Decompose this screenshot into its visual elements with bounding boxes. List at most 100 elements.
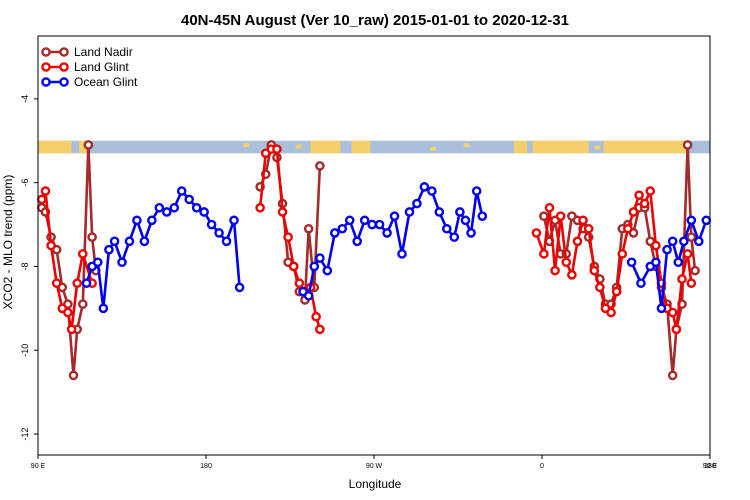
data-point [595, 282, 605, 293]
map-strip-land [603, 140, 677, 154]
x-tick-label: 90 W [366, 463, 383, 470]
data-point [539, 249, 549, 259]
data-point [567, 270, 577, 280]
y-tick-label: -4 [20, 95, 30, 103]
data-point [221, 236, 232, 247]
data-point [147, 215, 157, 226]
data-point [92, 257, 103, 268]
legend-label: Land Glint [74, 60, 129, 74]
data-point [81, 278, 92, 289]
data-point [117, 257, 127, 268]
data-point [315, 324, 325, 335]
data-point [359, 215, 370, 226]
data-point [645, 186, 656, 196]
data-point [667, 307, 678, 318]
data-point [303, 290, 314, 301]
data-point [617, 249, 628, 259]
data-point [66, 324, 77, 335]
data-point [667, 236, 678, 247]
data-point [389, 211, 400, 221]
data-point [701, 215, 712, 226]
data-point [315, 253, 325, 263]
data-point [682, 140, 693, 150]
plot-area [36, 35, 712, 456]
data-point [397, 249, 407, 259]
data-point [466, 228, 476, 238]
data-point [139, 236, 150, 247]
data-point [176, 186, 187, 196]
data-point [419, 182, 430, 192]
data-point [169, 202, 180, 213]
data-point [555, 211, 566, 221]
data-point [634, 190, 644, 201]
chart-title: 40N-45N August (Ver 10_raw) 2015-01-01 t… [181, 12, 569, 29]
data-point [352, 236, 363, 247]
series-layer [36, 140, 712, 381]
data-point [63, 307, 73, 318]
data-point [449, 232, 460, 242]
data-point [682, 249, 693, 259]
data-point [322, 265, 333, 276]
data-point [344, 215, 355, 226]
map-strip-land [79, 140, 87, 154]
data-point [572, 236, 583, 247]
map-strip-land [38, 140, 65, 154]
data-point [329, 228, 340, 238]
data-point [87, 232, 97, 242]
data-point [656, 303, 667, 314]
data-point [471, 186, 482, 196]
data-point [199, 207, 209, 217]
data-point [539, 211, 549, 221]
data-point [639, 198, 650, 209]
data-point [667, 370, 678, 381]
legend-marker [41, 47, 51, 57]
data-point [337, 223, 348, 234]
map-strip-land [676, 140, 686, 154]
legend-marker [59, 62, 69, 72]
y-axis: -12 -10 -8 -6 -4 [20, 95, 38, 441]
data-point [606, 307, 616, 318]
data-point [690, 265, 700, 276]
data-point [78, 249, 88, 259]
map-strip-land [310, 140, 341, 154]
data-point [315, 161, 325, 171]
map-strip-land [351, 140, 371, 154]
legend-marker [41, 62, 51, 72]
data-point [154, 202, 165, 213]
y-tick-label: -8 [20, 262, 30, 270]
data-point [671, 324, 682, 335]
data-point [367, 219, 377, 230]
map-strip-land [532, 140, 589, 154]
data-point [283, 232, 293, 242]
data-point [104, 244, 114, 255]
y-axis-label: XCO2 - MLO trend (ppm) [1, 175, 15, 310]
data-point [550, 265, 560, 276]
data-point [234, 282, 245, 293]
map-strip-land [463, 143, 470, 148]
map-strip-land [430, 147, 436, 151]
data-point [229, 215, 239, 226]
data-point [311, 311, 321, 322]
data-point [531, 228, 542, 238]
data-point [651, 240, 661, 251]
x-tick-label: 90 E [703, 463, 718, 470]
map-strip-land [64, 140, 72, 154]
data-point [288, 261, 299, 272]
data-point [662, 244, 672, 255]
map-strip-land [243, 143, 250, 148]
data-point [583, 223, 594, 234]
legend-label: Land Nadir [74, 45, 133, 59]
x-tick-label: 0 [540, 463, 544, 470]
data-point [36, 194, 47, 205]
data-point [109, 236, 120, 247]
data-point [40, 186, 51, 196]
data-point [427, 186, 437, 196]
legend-item: Land Glint [41, 60, 129, 74]
map-strip-land [295, 144, 302, 149]
data-point [78, 299, 88, 309]
data-point [184, 194, 194, 205]
x-tick-label: 90 E [31, 463, 46, 470]
x-tick-label: 180 [704, 463, 716, 470]
data-point [255, 202, 265, 213]
